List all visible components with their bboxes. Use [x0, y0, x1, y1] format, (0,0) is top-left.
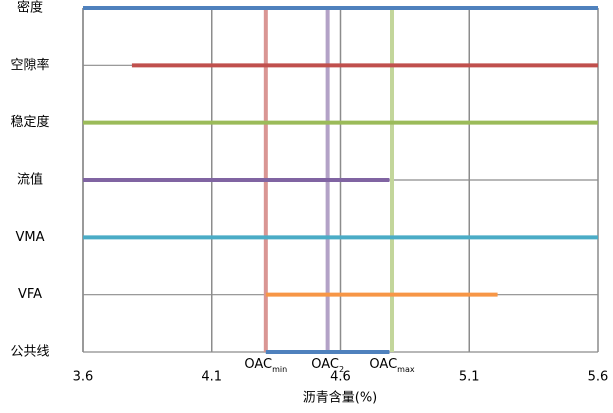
x-tick-label: 5.6: [588, 370, 609, 385]
reference-label: OACmin: [244, 357, 287, 374]
x-axis-title: 沥青含量(%): [303, 390, 378, 406]
reference-label-sub: min: [272, 365, 287, 374]
row-label: 流值: [17, 172, 43, 188]
row-label: VFA: [18, 287, 42, 302]
reference-label-main: OAC: [244, 357, 272, 372]
reference-label: OACmax: [369, 357, 414, 374]
reference-label-sub: 2: [339, 365, 344, 374]
row-label: 公共线: [10, 345, 49, 360]
row-label: VMA: [15, 230, 44, 245]
row-label: 密度: [17, 0, 43, 16]
reference-label-main: OAC: [369, 357, 397, 372]
reference-label-sub: max: [397, 365, 415, 374]
x-tick-label: 4.1: [201, 370, 222, 385]
reference-label-main: OAC: [311, 357, 339, 372]
row-label: 空隙率: [10, 57, 49, 73]
x-tick-label: 3.6: [73, 370, 94, 385]
x-tick-label: 4.6: [330, 370, 351, 385]
reference-label: OAC2: [311, 357, 344, 374]
row-label: 稳定度: [10, 114, 49, 130]
x-tick-label: 5.1: [459, 370, 480, 385]
